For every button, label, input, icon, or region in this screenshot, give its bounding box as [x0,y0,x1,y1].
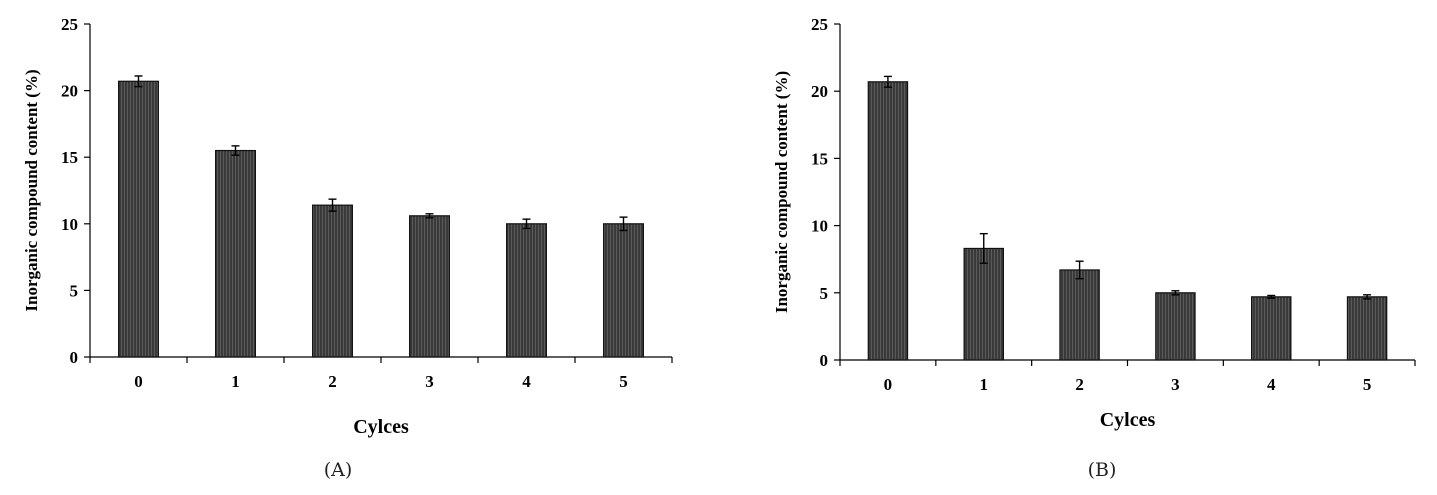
bar [312,204,353,358]
y-tick-label: 5 [820,284,829,303]
y-tick-label: 10 [811,217,828,236]
y-tick-label: 15 [811,149,828,168]
bar [963,247,1004,361]
y-axis-title: Inorganic compound content (%) [772,71,791,313]
x-tick-label: 5 [1363,375,1372,394]
bar [1059,269,1100,361]
x-tick-label: 0 [884,375,893,394]
y-tick-label: 20 [61,82,78,101]
y-tick-label: 5 [70,281,79,300]
error-bar [425,213,434,219]
x-tick-label: 1 [980,375,989,394]
x-tick-label: 5 [619,372,628,391]
x-tick-label: 0 [134,372,143,391]
x-tick-label: 4 [1267,375,1276,394]
error-bar [134,75,143,88]
y-tick-label: 20 [811,82,828,101]
error-bar [231,145,240,156]
error-bar [883,75,892,88]
y-tick-label: 0 [70,348,79,367]
chart-panel-a: 0 5 10 15 20 25 0 1 2 3 4 5 Cylces Inorganic compound… [22,15,673,481]
error-bar [1267,294,1276,299]
x-tick-label: 2 [1075,375,1084,394]
x-axis-title: Cylces [1100,409,1156,431]
bar [409,215,450,358]
error-bar [979,232,988,264]
y-tick-label: 0 [820,351,829,370]
x-tick-label: 2 [328,372,337,391]
x-tick-label: 4 [522,372,531,391]
error-bar [1075,260,1084,280]
error-bar [1171,290,1180,296]
error-bar [1363,294,1372,300]
bar [215,149,256,358]
bar [1346,296,1388,361]
y-tick-label: 15 [61,148,78,167]
x-axis-title: Cylces [353,416,409,438]
y-tick-label: 25 [61,15,78,34]
y-tick-label: 25 [811,15,828,34]
error-bar [328,198,337,212]
x-tick-label: 3 [425,372,434,391]
y-axis-title: Inorganic compound content (%) [22,69,41,311]
error-bar [522,218,531,230]
x-tick-label: 3 [1171,375,1180,394]
panel-caption: (B) [1088,459,1117,481]
chart-panel-b: 0 5 10 15 20 25 0 1 2 3 4 5 Cylces Inorganic compound… [772,15,1416,481]
error-bar [619,216,628,232]
x-tick-label: 1 [231,372,240,391]
bar [603,223,644,358]
bar [1155,292,1196,361]
y-tick-label: 10 [61,215,78,234]
panel-caption: (A) [324,459,353,481]
bar [118,80,159,358]
bar [1251,296,1292,361]
bar [506,223,547,358]
bar [867,81,909,361]
